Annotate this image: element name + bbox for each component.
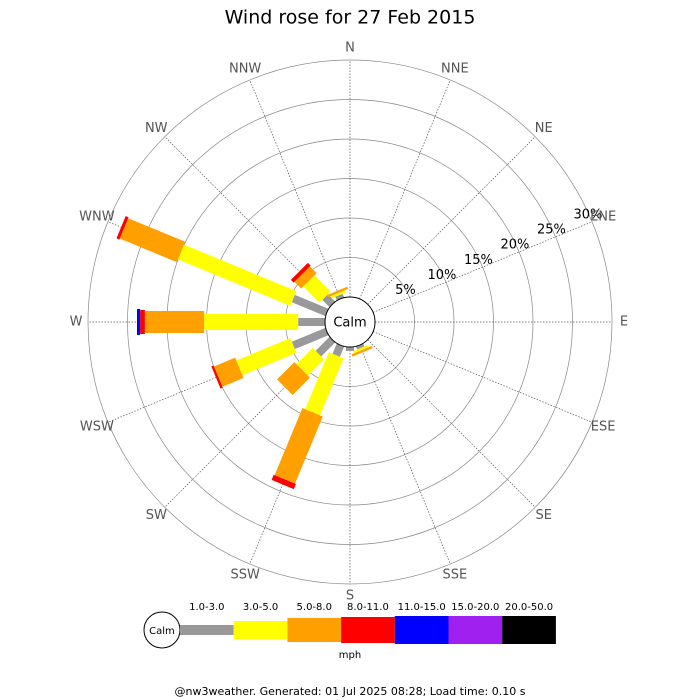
direction-label: ENE bbox=[590, 210, 616, 225]
bar-segment bbox=[294, 266, 317, 289]
legend-swatch bbox=[448, 616, 503, 644]
ring-label: 25% bbox=[537, 223, 566, 238]
legend-swatch bbox=[233, 621, 288, 639]
direction-label: SE bbox=[536, 508, 552, 523]
bar-segment bbox=[213, 357, 244, 387]
legend-swatch bbox=[502, 616, 556, 644]
bar-segment bbox=[116, 216, 129, 240]
legend-label: 20.0-50.0 bbox=[505, 602, 553, 613]
bar-segment bbox=[271, 474, 296, 490]
ring bbox=[87, 59, 613, 585]
ring-label: 30% bbox=[573, 207, 602, 222]
bar-segment bbox=[322, 294, 336, 308]
legend-label: 8.0-11.0 bbox=[347, 602, 389, 613]
legend-label: 5.0-8.0 bbox=[297, 602, 332, 613]
bars bbox=[116, 215, 379, 490]
direction-label: W bbox=[70, 315, 83, 330]
bar-segment bbox=[204, 314, 299, 330]
bar-segment bbox=[303, 275, 331, 303]
bar-segment bbox=[332, 343, 345, 357]
footer: @nw3weather. Generated: 01 Jul 2025 08:2… bbox=[175, 685, 526, 698]
bar-segment bbox=[315, 336, 336, 357]
ring bbox=[127, 99, 573, 545]
legend-swatch bbox=[341, 617, 395, 643]
spoke bbox=[249, 79, 341, 300]
bar-segment bbox=[136, 309, 141, 335]
direction-label: S bbox=[346, 589, 354, 604]
spoke bbox=[359, 79, 451, 300]
bar-segment bbox=[346, 347, 354, 351]
legend-label: 15.0-20.0 bbox=[451, 602, 499, 613]
chart-title: Wind rose for 27 Feb 2015 bbox=[225, 7, 476, 29]
legend-swatch bbox=[394, 616, 449, 644]
bar-segment bbox=[140, 310, 145, 334]
direction-label: WNW bbox=[79, 210, 115, 225]
legend-label: 11.0-15.0 bbox=[398, 602, 446, 613]
bar-segment bbox=[291, 294, 329, 317]
spoke bbox=[359, 344, 451, 565]
legend: Calm mph 1.0-3.0 3.0-5.0 5.0-8.0 8.0-11.0 11… bbox=[143, 602, 556, 661]
bar-segment bbox=[353, 344, 370, 354]
ring-label: 5% bbox=[395, 283, 416, 298]
legend-swatch bbox=[180, 625, 234, 635]
bar-segment bbox=[277, 362, 310, 395]
direction-label: WSW bbox=[80, 419, 114, 434]
direction-label: NNW bbox=[229, 61, 261, 76]
spoke bbox=[367, 339, 536, 508]
spoke bbox=[367, 136, 536, 305]
calm-circle bbox=[324, 296, 376, 348]
legend-swatch bbox=[287, 618, 342, 642]
bar-segment bbox=[305, 352, 344, 416]
direction-label: NE bbox=[535, 121, 553, 136]
bar-segment bbox=[355, 343, 365, 350]
bar-segment bbox=[211, 365, 223, 389]
bar-segment bbox=[351, 345, 373, 357]
direction-label: SSW bbox=[230, 568, 260, 583]
direction-label: N bbox=[345, 41, 355, 56]
bar-segment bbox=[290, 262, 311, 283]
direction-label: E bbox=[620, 315, 628, 330]
legend-label: 1.0-3.0 bbox=[189, 602, 224, 613]
bar-segment bbox=[144, 311, 205, 333]
bar-segment bbox=[330, 290, 347, 299]
direction-label: SW bbox=[146, 508, 167, 523]
bar-segment bbox=[291, 327, 329, 350]
bar-segment bbox=[119, 218, 186, 263]
ring-label: 10% bbox=[427, 268, 456, 283]
direction-label: NW bbox=[145, 121, 168, 136]
bar-segment bbox=[177, 244, 297, 306]
direction-label: SSE bbox=[442, 568, 467, 583]
legend-unit: mph bbox=[339, 650, 361, 661]
ring-label: 20% bbox=[500, 238, 529, 253]
legend-label: 3.0-5.0 bbox=[243, 602, 278, 613]
bar-segment bbox=[326, 286, 349, 298]
legend-calm-label: Calm bbox=[149, 626, 175, 637]
bar-segment bbox=[274, 408, 323, 484]
bar-segment bbox=[236, 338, 297, 376]
calm-label: Calm bbox=[333, 316, 366, 331]
ring-label: 15% bbox=[464, 253, 493, 268]
direction-label: ESE bbox=[591, 419, 616, 434]
spoke bbox=[372, 221, 593, 313]
spoke bbox=[372, 331, 593, 423]
bar-segment bbox=[296, 347, 325, 376]
bar-segment bbox=[298, 318, 325, 326]
bar-segment bbox=[335, 293, 345, 301]
direction-label: NNE bbox=[441, 61, 469, 76]
